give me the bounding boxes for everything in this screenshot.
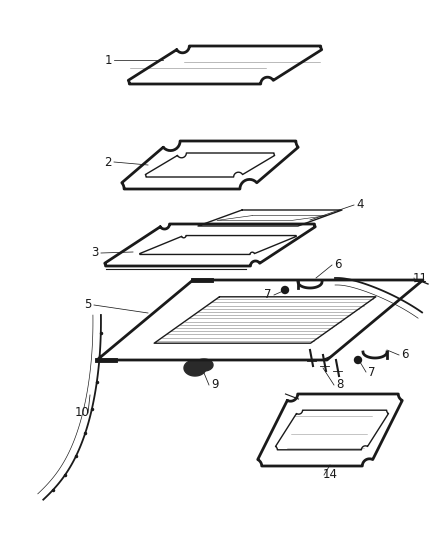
Text: 8: 8 bbox=[336, 378, 344, 392]
Text: 1: 1 bbox=[104, 53, 112, 67]
Text: 9: 9 bbox=[211, 378, 219, 392]
Polygon shape bbox=[195, 359, 213, 371]
Text: 4: 4 bbox=[356, 198, 364, 212]
Text: 6: 6 bbox=[401, 349, 409, 361]
Text: 7: 7 bbox=[368, 366, 376, 378]
Circle shape bbox=[282, 287, 289, 294]
Circle shape bbox=[354, 357, 361, 364]
Text: 7: 7 bbox=[264, 288, 272, 302]
Text: 2: 2 bbox=[104, 156, 112, 168]
Polygon shape bbox=[184, 360, 206, 376]
Text: 14: 14 bbox=[322, 469, 338, 481]
Text: 10: 10 bbox=[74, 407, 89, 419]
Text: 5: 5 bbox=[84, 298, 92, 311]
Text: 6: 6 bbox=[334, 259, 342, 271]
Text: 3: 3 bbox=[91, 246, 99, 260]
Text: 11: 11 bbox=[413, 271, 427, 285]
